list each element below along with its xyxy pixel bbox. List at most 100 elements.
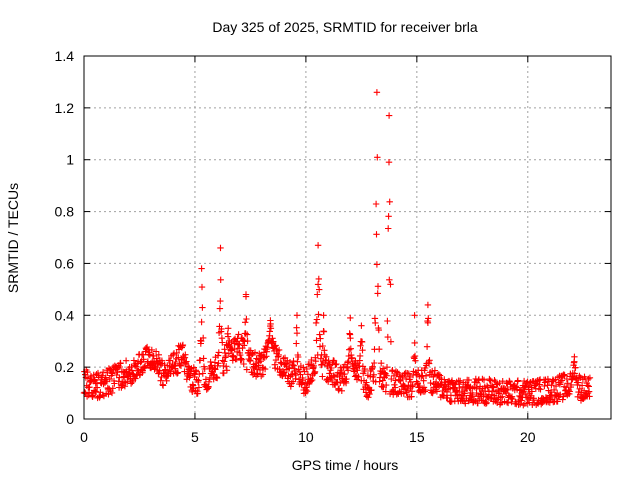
spike-peak-point bbox=[242, 291, 250, 298]
data-point bbox=[279, 367, 287, 375]
data-point bbox=[205, 378, 213, 385]
data-point bbox=[172, 358, 179, 366]
data-point bbox=[179, 341, 187, 349]
spike-peak-point bbox=[373, 89, 381, 96]
data-point bbox=[157, 377, 164, 384]
y-axis-label: SRMTID / TECUs bbox=[5, 183, 21, 293]
data-point bbox=[82, 390, 89, 397]
data-point bbox=[499, 378, 506, 385]
data-point bbox=[328, 376, 336, 384]
data-point bbox=[319, 342, 326, 350]
data-point bbox=[584, 389, 592, 397]
data-point bbox=[272, 356, 280, 364]
data-point bbox=[159, 382, 167, 389]
data-point bbox=[338, 367, 345, 374]
data-point bbox=[520, 388, 527, 395]
data-point bbox=[109, 370, 116, 377]
x-tick-label: 15 bbox=[409, 429, 425, 445]
data-point bbox=[196, 370, 203, 378]
data-point bbox=[479, 375, 486, 383]
data-point bbox=[373, 261, 381, 268]
data-point bbox=[344, 367, 352, 374]
data-point bbox=[312, 319, 320, 327]
data-point bbox=[330, 372, 337, 379]
data-point bbox=[243, 315, 250, 323]
data-point bbox=[235, 331, 242, 338]
data-point bbox=[370, 371, 377, 378]
data-point bbox=[456, 384, 463, 392]
data-point bbox=[272, 342, 279, 349]
data-point bbox=[317, 335, 324, 342]
data-point bbox=[214, 352, 222, 359]
data-point bbox=[303, 365, 310, 373]
data-point bbox=[261, 365, 269, 373]
data-point bbox=[421, 388, 428, 395]
data-point bbox=[315, 275, 322, 283]
data-point bbox=[220, 369, 227, 377]
data-point bbox=[99, 369, 107, 376]
y-tick-label: 0.4 bbox=[55, 307, 75, 323]
data-point bbox=[284, 357, 291, 364]
data-point bbox=[146, 351, 153, 359]
spike-peak-point bbox=[358, 322, 365, 329]
data-point bbox=[572, 364, 579, 371]
data-point bbox=[217, 276, 224, 283]
y-tick-label: 0.2 bbox=[55, 359, 75, 375]
data-point bbox=[512, 383, 520, 390]
data-point bbox=[89, 392, 97, 399]
data-point bbox=[423, 343, 431, 350]
data-point bbox=[219, 357, 226, 364]
data-point bbox=[490, 392, 498, 399]
spike-peak-point bbox=[225, 325, 232, 332]
data-point bbox=[480, 391, 487, 399]
data-point bbox=[140, 356, 147, 363]
data-point bbox=[223, 367, 231, 374]
data-point bbox=[218, 325, 225, 333]
y-tick-label: 1.4 bbox=[55, 48, 75, 64]
data-point bbox=[86, 384, 93, 391]
data-point bbox=[405, 370, 412, 377]
data-point bbox=[207, 358, 214, 366]
data-point bbox=[228, 346, 236, 353]
data-point bbox=[199, 304, 206, 311]
data-point bbox=[386, 198, 393, 205]
data-point bbox=[559, 396, 566, 403]
data-point bbox=[343, 375, 350, 383]
spike-peak-point bbox=[217, 244, 224, 252]
data-point bbox=[365, 394, 372, 401]
data-point bbox=[368, 386, 375, 394]
data-point bbox=[307, 377, 315, 385]
data-point bbox=[407, 378, 414, 386]
data-point bbox=[554, 374, 562, 381]
data-point bbox=[293, 330, 301, 337]
data-point bbox=[390, 388, 397, 395]
data-point bbox=[336, 370, 344, 377]
data-point bbox=[426, 357, 433, 364]
y-tick-labels: 0 0.2 0.4 0.6 0.8 1 1.2 1.4 bbox=[55, 48, 75, 427]
spike-peak-point bbox=[320, 312, 327, 319]
data-point bbox=[242, 319, 249, 326]
data-point bbox=[371, 359, 378, 367]
data-point bbox=[99, 372, 106, 379]
spike-peak-point bbox=[267, 317, 274, 324]
data-point bbox=[382, 388, 389, 395]
data-point bbox=[374, 290, 381, 297]
data-point bbox=[319, 373, 326, 380]
data-point bbox=[375, 326, 382, 334]
data-point bbox=[388, 375, 395, 383]
data-point bbox=[387, 281, 394, 288]
data-point bbox=[372, 200, 380, 208]
data-point bbox=[117, 359, 124, 367]
data-point bbox=[243, 366, 250, 373]
data-point bbox=[315, 311, 322, 318]
data-point bbox=[293, 324, 300, 331]
data-point bbox=[132, 375, 139, 382]
data-point bbox=[387, 338, 395, 345]
data-point bbox=[87, 378, 94, 386]
data-point bbox=[585, 375, 592, 383]
data-point bbox=[385, 213, 392, 220]
data-point bbox=[386, 276, 393, 283]
x-axis-label: GPS time / hours bbox=[292, 457, 399, 473]
data-point bbox=[334, 379, 341, 386]
data-point bbox=[195, 377, 202, 384]
